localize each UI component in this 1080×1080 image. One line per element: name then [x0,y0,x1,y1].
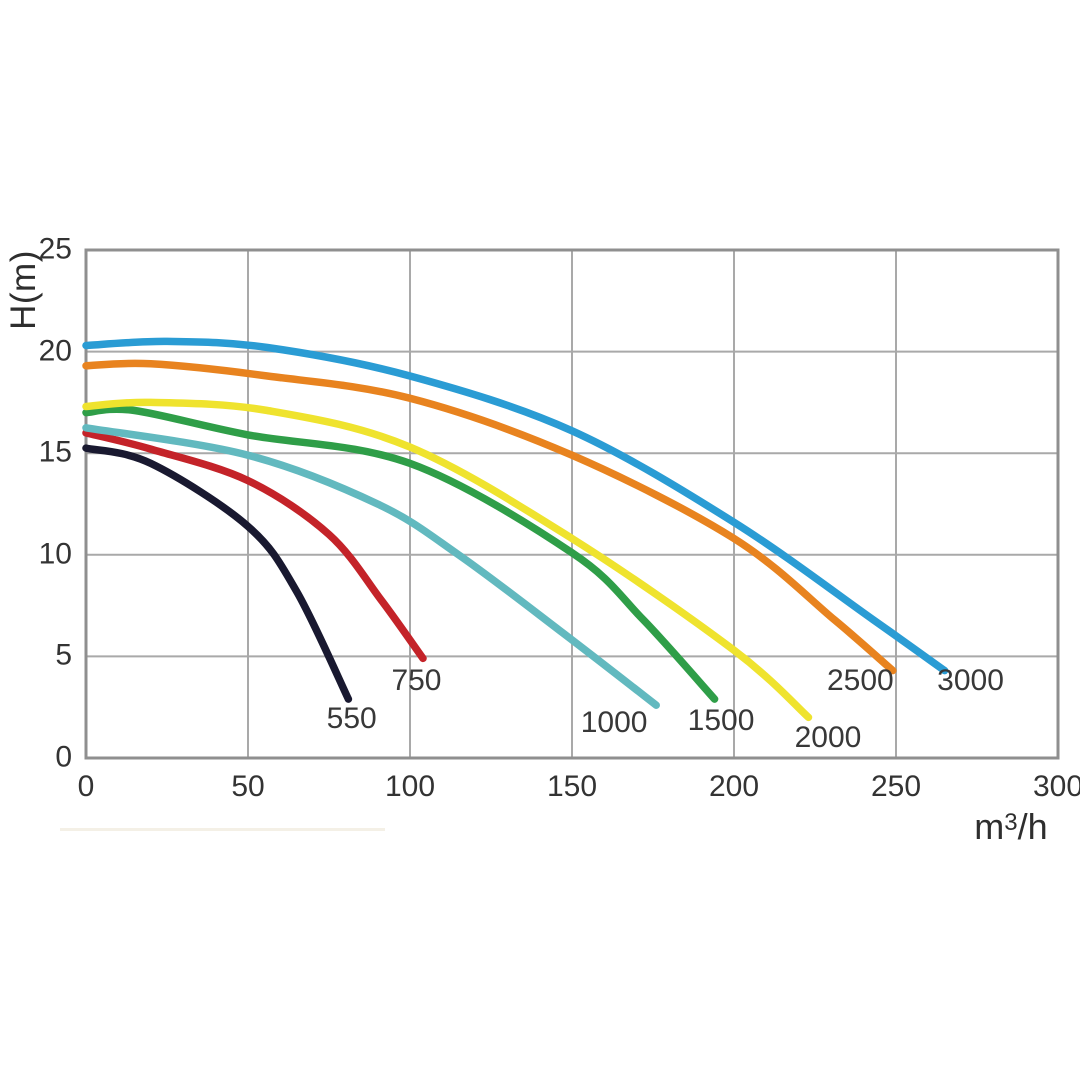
x-tick-label-0: 0 [77,770,95,803]
curve-label-2000: 2000 [794,720,862,754]
curve-1000 [82,424,660,709]
x-tick-label-100: 100 [384,770,436,803]
curve-label-1000: 1000 [580,706,648,740]
x-axis-title-base: m [974,806,1005,847]
curve-label-3000: 3000 [937,663,1004,697]
y-tick-label-10: 10 [38,537,72,571]
curve-label-550: 550 [326,702,377,736]
x-tick-label-50: 50 [231,770,265,803]
curve-1500 [82,405,719,703]
x-tick-label-200: 200 [708,770,760,803]
y-tick-label-20: 20 [38,333,72,367]
y-tick-label-15: 15 [38,435,72,469]
x-tick-label-300: 300 [1032,770,1080,803]
curve-550 [82,444,353,703]
curve-750 [82,429,427,663]
curve-label-1500: 1500 [687,704,755,738]
curve-2500 [82,359,897,675]
curve-label-2500: 2500 [826,663,894,697]
curve-3000 [82,337,949,675]
curve-label-750: 750 [391,663,442,697]
x-axis-title-rest: /h [1017,806,1048,847]
y-tick-label-0: 0 [55,740,72,774]
y-tick-label-25: 25 [38,232,72,266]
faint-smudge-artifact [60,828,385,831]
x-tick-label-250: 250 [870,770,922,803]
x-axis-title: m3/h [974,806,1047,848]
x-axis-title-superscript: 3 [1004,809,1018,836]
y-tick-label-5: 5 [55,638,72,672]
plot-frame [84,248,1060,760]
curve-2000 [82,398,813,722]
x-tick-label-150: 150 [546,770,598,803]
